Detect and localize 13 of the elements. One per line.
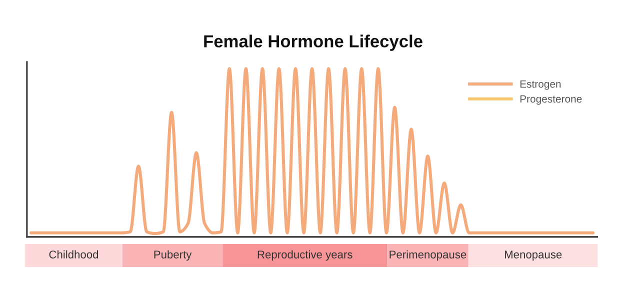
series-label: Menopause <box>504 250 562 261</box>
series-label: Puberty <box>154 250 192 261</box>
bar <box>468 244 598 267</box>
legend-label: Estrogen <box>520 80 561 90</box>
bar <box>122 244 223 267</box>
series-label: Perimenopause <box>390 250 466 261</box>
bar <box>387 244 468 267</box>
series-label: Reproductive years <box>258 250 352 261</box>
bar <box>25 244 122 267</box>
legend-label: Progesterone <box>520 95 582 105</box>
chart-title: Female Hormone Lifecycle <box>204 34 422 51</box>
bar <box>222 244 388 267</box>
series-label: Childhood <box>49 250 98 258</box>
